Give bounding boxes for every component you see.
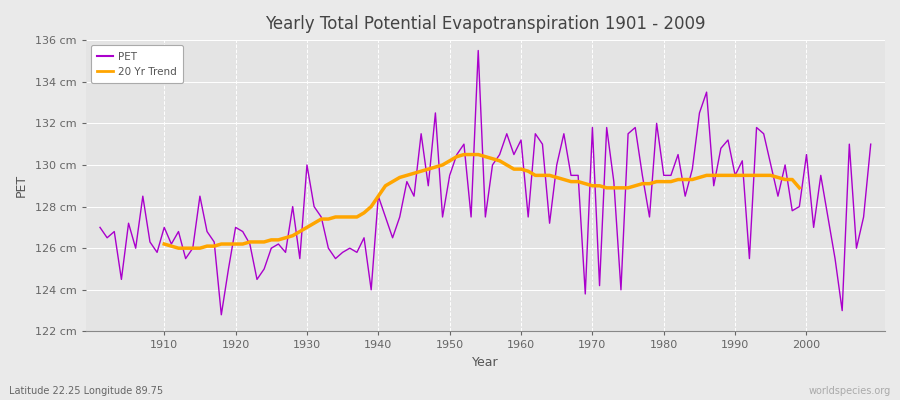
Title: Yearly Total Potential Evapotranspiration 1901 - 2009: Yearly Total Potential Evapotranspiratio… (266, 15, 706, 33)
Legend: PET, 20 Yr Trend: PET, 20 Yr Trend (91, 45, 183, 83)
Y-axis label: PET: PET (15, 174, 28, 197)
X-axis label: Year: Year (472, 356, 499, 369)
Text: worldspecies.org: worldspecies.org (809, 386, 891, 396)
Text: Latitude 22.25 Longitude 89.75: Latitude 22.25 Longitude 89.75 (9, 386, 163, 396)
